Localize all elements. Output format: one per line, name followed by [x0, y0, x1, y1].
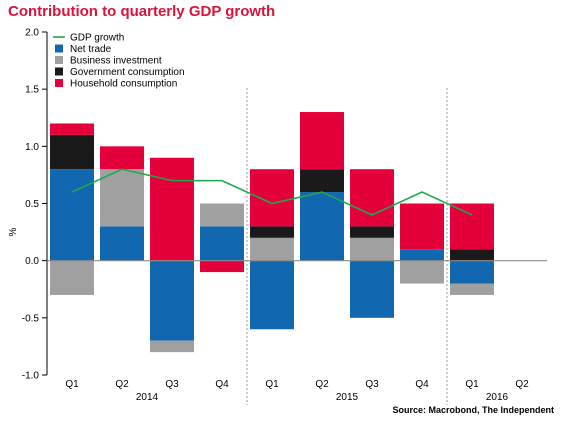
y-tick-label: 0.5: [25, 199, 39, 210]
year-label: 2014: [136, 392, 159, 403]
bar-segment-net-trade-0: [50, 169, 94, 261]
bar-segment-household-consumption-3: [200, 260, 244, 273]
legend-label-business-investment: Business investment: [70, 56, 162, 67]
x-tick-label: Q1: [465, 379, 479, 390]
legend-swatch-net-trade: [55, 44, 63, 53]
bar-segment-net-trade-8: [450, 260, 494, 284]
legend-label-household-consumption: Household consumption: [70, 79, 177, 90]
bar-segment-business-investment-1: [100, 169, 144, 227]
legend-swatch-household-consumption: [55, 79, 63, 87]
x-tick-label: Q2: [115, 379, 129, 390]
bar-segment-business-investment-2: [150, 340, 194, 353]
line-layer: [71, 168, 473, 216]
bar-segment-net-trade-5: [300, 192, 344, 261]
source-note: Source: Macrobond, The Independent: [392, 405, 554, 415]
x-tick-label: Q1: [265, 379, 279, 390]
legend-swatch-government-consumption: [55, 67, 63, 76]
bar-segment-net-trade-2: [150, 260, 194, 341]
bar-segment-household-consumption-2: [150, 157, 194, 261]
bar-segment-business-investment-6: [350, 237, 394, 261]
bars-layer: [50, 112, 494, 353]
y-tick-label: 0.0: [25, 256, 39, 267]
legend-label-gdp-growth: GDP growth: [70, 33, 124, 44]
x-tick-label: Q2: [315, 379, 329, 390]
x-tick-label: Q3: [365, 379, 379, 390]
bar-segment-net-trade-6: [350, 260, 394, 318]
x-tick-label: Q1: [65, 379, 79, 390]
x-tick-label: Q4: [215, 379, 229, 390]
legend-label-government-consumption: Government consumption: [70, 67, 185, 78]
y-tick-label: 1.5: [25, 85, 39, 96]
year-label: 2016: [486, 392, 509, 403]
y-tick-label: 1.0: [25, 142, 39, 153]
chart-title: Contribution to quarterly GDP growth: [8, 3, 276, 20]
x-tick-label: Q4: [415, 379, 429, 390]
bar-segment-household-consumption-8: [450, 203, 494, 250]
bar-segment-household-consumption-5: [300, 112, 344, 170]
x-tick-label: Q2: [515, 379, 529, 390]
bar-segment-net-trade-3: [200, 226, 244, 261]
bar-segment-net-trade-1: [100, 226, 144, 261]
y-axis-label: %: [8, 228, 19, 237]
bar-segment-government-consumption-6: [350, 226, 394, 238]
legend-swatch-business-investment: [55, 56, 63, 64]
axis-layer: 2.0 1.5 1.0 0.5 0.0 -0.5 -1.0% Q1 Q2 Q3 Q4 Q1 Q2 Q3 Q4…: [8, 28, 547, 405]
y-tick-label: -1.0: [22, 371, 40, 382]
bar-segment-business-investment-8: [450, 283, 494, 295]
bar-segment-net-trade-4: [250, 260, 294, 330]
x-tick-label: Q3: [165, 379, 179, 390]
bar-segment-household-consumption-6: [350, 169, 394, 227]
bar-segment-net-trade-7: [400, 249, 444, 261]
bar-segment-business-investment-4: [250, 237, 294, 261]
bar-segment-business-investment-7: [400, 260, 444, 284]
y-tick-label: -0.5: [22, 313, 40, 324]
bar-segment-household-consumption-4: [250, 169, 294, 227]
bar-segment-government-consumption-4: [250, 226, 294, 238]
bar-segment-household-consumption-1: [100, 146, 144, 170]
bar-segment-business-investment-0: [50, 260, 94, 295]
bar-segment-government-consumption-0: [50, 134, 94, 170]
bar-segment-household-consumption-0: [50, 123, 94, 135]
year-label: 2015: [336, 392, 359, 403]
bar-segment-government-consumption-8: [450, 249, 494, 261]
legend-label-net-trade: Net trade: [70, 44, 112, 55]
y-tick-label: 2.0: [25, 28, 39, 39]
bar-segment-household-consumption-7: [400, 203, 444, 250]
bar-segment-business-investment-3: [200, 203, 244, 227]
bar-segment-government-consumption-5: [300, 169, 344, 193]
